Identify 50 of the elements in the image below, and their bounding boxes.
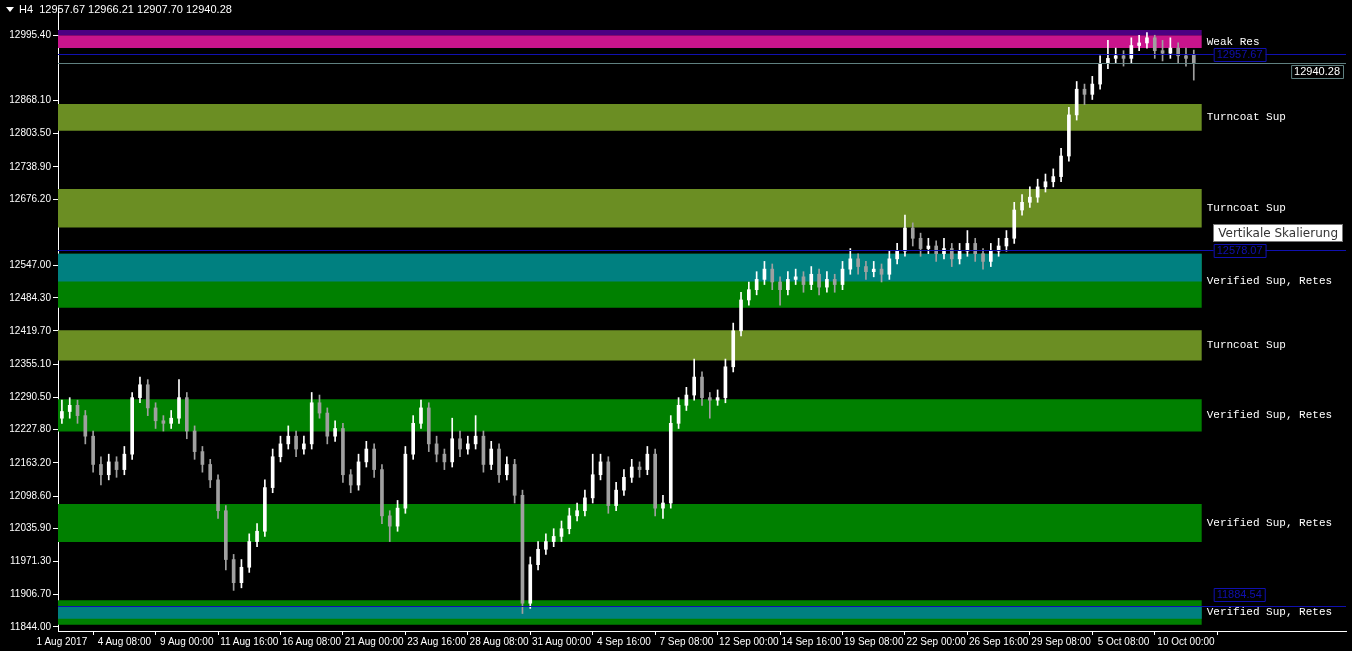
chart-title: H4 12957.67 12966.21 12907.70 12940.28 xyxy=(19,3,232,15)
ref-line-label: 12957.67 xyxy=(1216,47,1263,60)
y-tick-label: 12035.90 xyxy=(9,522,52,533)
ref-line-label: 12940.28 xyxy=(1294,64,1341,77)
x-tick-label: 16 Aug 08:00 xyxy=(282,635,342,647)
y-tick-label: 12290.50 xyxy=(9,391,52,403)
x-tick-label: 5 Oct 08:00 xyxy=(1097,635,1150,647)
x-tick-label: 29 Sep 08:00 xyxy=(1031,635,1092,647)
band-label: Verified Sup, Retes xyxy=(1206,409,1333,422)
x-tick-label: 9 Aug 00:00 xyxy=(160,635,214,647)
x-tick-label: 21 Aug 00:00 xyxy=(344,635,405,647)
y-tick-label: 12484.30 xyxy=(9,291,52,303)
band-label: Weak Res xyxy=(1206,35,1260,48)
y-tick-label: 11906.70 xyxy=(10,588,52,600)
x-tick-label: 26 Sep 16:00 xyxy=(968,635,1029,647)
band-label: Turncoat Sup xyxy=(1206,339,1286,352)
x-tick-label: 11 Aug 16:00 xyxy=(220,635,279,647)
y-tick-label: 12355.10 xyxy=(9,357,52,369)
band-label: Verified Sup, Retes xyxy=(1206,516,1333,529)
ref-line-label: 11884.54 xyxy=(1216,587,1262,600)
x-tick-label: 28 Aug 08:00 xyxy=(469,635,529,647)
x-tick-label: 4 Sep 16:00 xyxy=(596,635,652,647)
x-tick-label: 22 Sep 00:00 xyxy=(906,635,967,647)
y-tick-label: 12738.90 xyxy=(9,160,52,172)
y-tick-label: 12163.20 xyxy=(9,456,52,468)
band-label: Verified Sup, Retes xyxy=(1206,606,1333,619)
y-tick-label: 12868.10 xyxy=(9,94,52,106)
x-tick-label: 1 Aug 2017 xyxy=(36,635,88,647)
band-label: Turncoat Sup xyxy=(1206,111,1286,124)
y-tick-label: 12676.20 xyxy=(9,192,52,204)
x-tick-label: 14 Sep 16:00 xyxy=(781,635,842,647)
y-tick-label: 12547.00 xyxy=(9,259,52,271)
text: Vertikale Skalierung xyxy=(1213,224,1343,242)
x-tick-label: 19 Sep 08:00 xyxy=(843,635,904,647)
y-tick-label: 12098.60 xyxy=(9,489,52,501)
ref-line-label: 12578.07 xyxy=(1216,243,1263,256)
x-tick-label: 7 Sep 08:00 xyxy=(659,635,714,647)
x-tick-label: 31 Aug 00:00 xyxy=(532,635,592,647)
y-tick-label: 12803.50 xyxy=(9,127,52,139)
y-tick-label: 12419.70 xyxy=(9,324,52,336)
x-tick-label: 4 Aug 08:00 xyxy=(97,635,152,647)
y-tick-label: 11844.00 xyxy=(10,620,52,632)
x-tick-label: 10 Oct 00:00 xyxy=(1157,635,1216,647)
band-label: Turncoat Sup xyxy=(1206,202,1286,215)
y-tick-label: 12227.80 xyxy=(9,423,52,435)
band-label: Verified Sup, Retes xyxy=(1206,274,1333,287)
x-tick-label: 12 Sep 00:00 xyxy=(719,635,780,647)
x-tick-label: 23 Aug 16:00 xyxy=(407,635,467,647)
y-tick-label: 12995.40 xyxy=(9,28,52,40)
y-tick-label: 11971.30 xyxy=(10,555,52,567)
